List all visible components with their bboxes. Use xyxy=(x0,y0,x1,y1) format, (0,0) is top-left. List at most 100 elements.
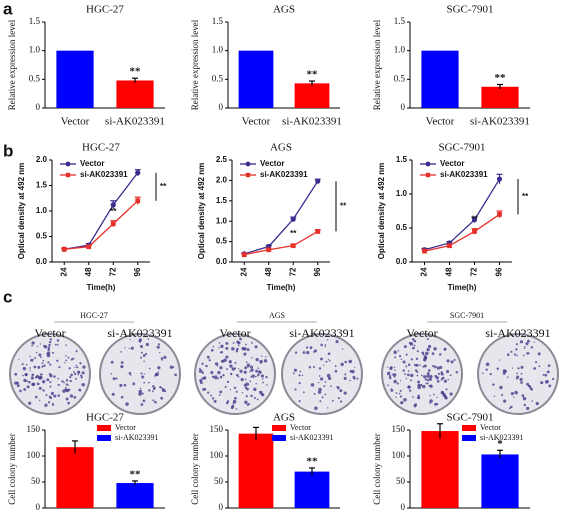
colony xyxy=(334,365,337,367)
colony xyxy=(542,373,545,376)
colony xyxy=(254,345,258,349)
colony xyxy=(225,355,229,359)
colony xyxy=(527,339,530,343)
point xyxy=(266,247,272,253)
colony xyxy=(48,373,52,376)
colony xyxy=(228,360,232,364)
legend-label: si-AK023391 xyxy=(440,170,488,179)
x-axis-label: Time(h) xyxy=(448,283,477,292)
colony xyxy=(219,390,223,394)
colony xyxy=(223,358,227,363)
point xyxy=(447,243,452,249)
colony xyxy=(256,373,260,377)
colony xyxy=(496,367,499,370)
colony xyxy=(243,383,247,387)
colony xyxy=(237,375,240,378)
colony xyxy=(52,403,55,406)
y-axis-label: Relative expression level xyxy=(7,19,17,110)
colony xyxy=(21,363,24,366)
colony xyxy=(62,389,66,393)
colony xyxy=(245,395,248,398)
colony xyxy=(255,375,257,378)
colony xyxy=(140,356,143,359)
colony xyxy=(63,381,65,384)
colony xyxy=(214,375,218,380)
colony xyxy=(331,400,334,402)
colony xyxy=(326,373,331,378)
colony xyxy=(410,379,412,382)
colony xyxy=(318,367,322,370)
colony xyxy=(246,382,250,386)
colony xyxy=(26,385,30,389)
y-tick-label: 0.0 xyxy=(36,257,48,266)
y-axis-label: Cell colony number xyxy=(190,433,200,505)
colony xyxy=(399,395,403,398)
colony xyxy=(343,376,347,380)
colony xyxy=(139,387,142,390)
colony xyxy=(56,339,60,342)
significance: ** xyxy=(340,201,347,210)
x-axis-label: Time(h) xyxy=(87,283,116,292)
colony xyxy=(210,348,214,352)
colony xyxy=(250,368,254,372)
colony xyxy=(138,389,142,394)
y-axis-label: Relative expression level xyxy=(372,19,382,110)
x-tick-label: 96 xyxy=(495,267,504,276)
y-axis-label: Cell colony number xyxy=(7,433,17,505)
colony xyxy=(298,400,301,403)
colony xyxy=(240,377,244,382)
colony xyxy=(324,381,327,383)
colony xyxy=(450,360,454,364)
colony xyxy=(265,356,267,358)
colony xyxy=(230,373,233,376)
colony xyxy=(344,373,347,376)
colony xyxy=(426,374,430,378)
colony xyxy=(349,379,351,382)
colony xyxy=(246,361,248,363)
y-axis-label: Relative expression level xyxy=(190,19,200,110)
colony xyxy=(75,377,77,380)
y-tick-label: 0.5 xyxy=(29,73,41,83)
colony xyxy=(236,373,239,377)
colony xyxy=(327,407,329,409)
y-axis-label: Cell colony number xyxy=(372,433,382,505)
colony xyxy=(112,377,116,381)
colony xyxy=(64,386,67,389)
colony xyxy=(140,351,143,354)
colony xyxy=(16,381,19,383)
colony xyxy=(394,356,397,359)
colony xyxy=(42,389,45,392)
colony xyxy=(260,374,264,378)
colony xyxy=(440,371,443,374)
colony xyxy=(199,379,202,382)
chart-title: SGC-7901 xyxy=(446,4,493,16)
colony xyxy=(31,382,35,387)
legend-swatch xyxy=(272,425,286,431)
colony xyxy=(235,408,238,410)
colony xyxy=(57,377,59,380)
colony xyxy=(320,377,324,381)
colony xyxy=(65,397,69,401)
bar xyxy=(294,471,330,508)
colony xyxy=(110,360,114,364)
colony xyxy=(407,370,410,372)
colony xyxy=(138,392,142,396)
panel-label: b xyxy=(3,141,13,160)
colony xyxy=(402,360,406,364)
colony xyxy=(232,403,235,405)
colony xyxy=(417,383,421,388)
colony xyxy=(391,373,394,376)
colony xyxy=(147,338,150,340)
colony xyxy=(48,340,52,344)
colony xyxy=(501,393,504,396)
colony xyxy=(57,383,60,386)
x-tick-label: si-AK023391 xyxy=(105,116,165,128)
colony xyxy=(255,369,259,373)
colony xyxy=(403,345,407,349)
point xyxy=(290,216,296,222)
colony xyxy=(402,369,405,372)
colony xyxy=(523,347,526,350)
colony xyxy=(120,365,124,369)
colony xyxy=(399,389,402,392)
